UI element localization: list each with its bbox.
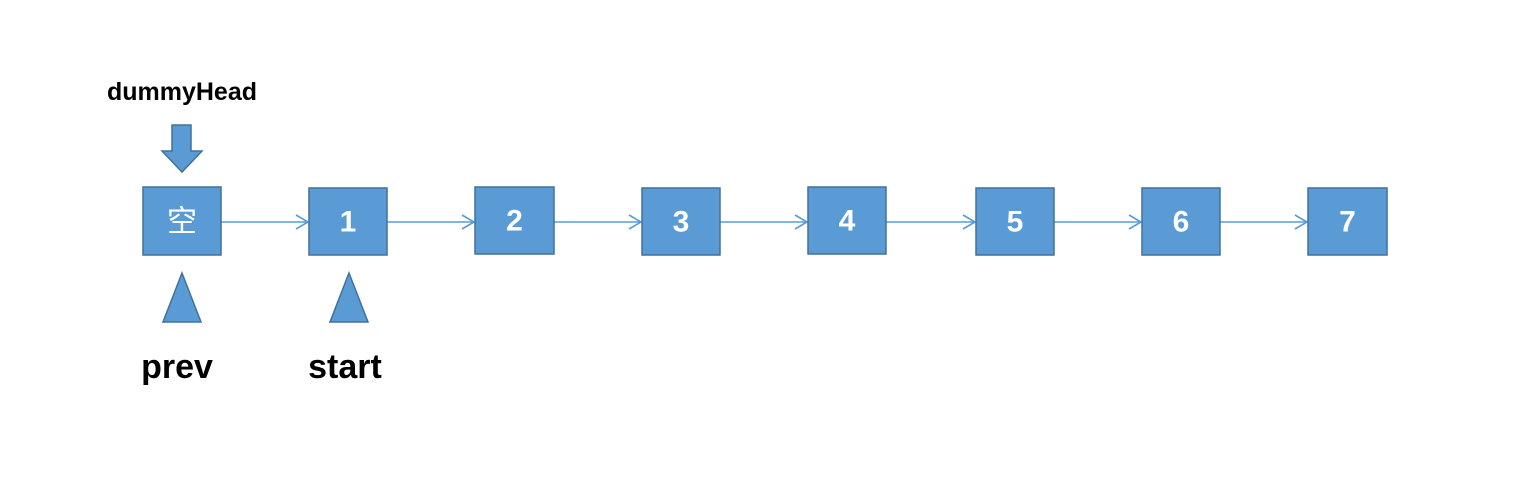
node-4: 4 (807, 186, 887, 255)
link-6-to-7 (1220, 214, 1309, 230)
link-3-to-4 (720, 214, 809, 230)
node-label: 4 (839, 205, 856, 238)
link-dummy-to-1 (221, 214, 310, 230)
node-box (1307, 187, 1388, 256)
pointer-dummy-head: dummyHead (107, 78, 257, 174)
node-box (975, 187, 1055, 256)
down-arrow-icon (160, 124, 204, 174)
node-box (807, 186, 887, 255)
node-label: 1 (340, 206, 357, 239)
node-label: 2 (506, 205, 523, 238)
start-label: start (308, 348, 382, 386)
dummy-head-label: dummyHead (107, 78, 257, 106)
node-5: 5 (975, 187, 1055, 256)
node-dummy: 空 (142, 186, 222, 256)
up-triangle-icon (328, 270, 370, 323)
node-label: 3 (673, 206, 690, 239)
node-box (474, 186, 555, 255)
link-5-to-6 (1054, 214, 1143, 230)
node-box (142, 186, 222, 256)
node-1: 1 (308, 187, 388, 256)
pointer-start: start (308, 270, 382, 386)
links (221, 214, 1309, 230)
node-box (1141, 187, 1221, 256)
node-box (308, 187, 388, 256)
node-label: 6 (1173, 206, 1190, 239)
node-label: 5 (1007, 206, 1024, 239)
node-7: 7 (1307, 187, 1388, 256)
link-1-to-2 (387, 214, 476, 230)
node-3: 3 (641, 187, 721, 256)
node-6: 6 (1141, 187, 1221, 256)
node-box (641, 187, 721, 256)
pointer-prev: prev (141, 270, 213, 386)
link-2-to-3 (554, 214, 643, 230)
link-4-to-5 (886, 214, 977, 230)
up-triangle-icon (161, 270, 203, 323)
node-label: 7 (1339, 206, 1356, 239)
prev-label: prev (141, 348, 213, 386)
node-2: 2 (474, 186, 555, 255)
node-label: 空 (167, 205, 197, 240)
